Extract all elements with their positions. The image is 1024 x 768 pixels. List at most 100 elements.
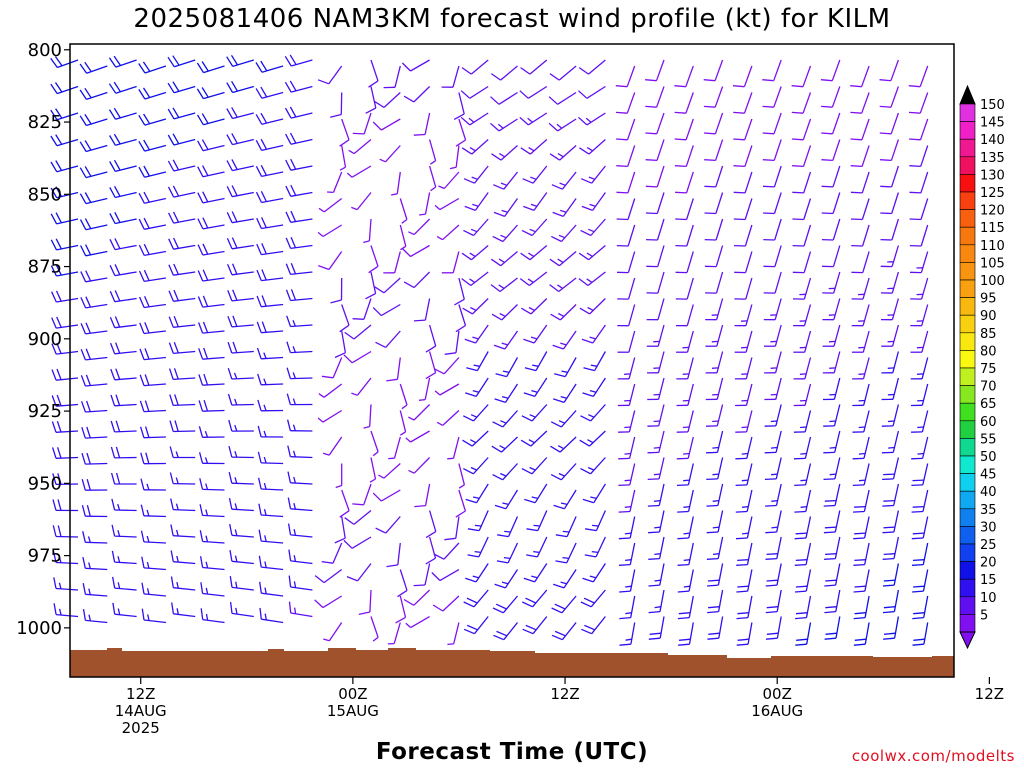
wind-barb: [170, 524, 196, 538]
wind-barb: [50, 56, 79, 69]
wind-barb: [229, 523, 254, 538]
wind-barb: [579, 139, 606, 155]
wind-barb: [619, 569, 636, 593]
wind-barb: [284, 54, 313, 67]
wind-barb: [883, 616, 900, 640]
wind-barb: [171, 602, 196, 618]
wind-barb: [460, 112, 489, 126]
wind-barb: [399, 383, 408, 410]
wind-barb: [138, 243, 167, 257]
wind-barb: [139, 348, 166, 361]
colorbar-label: 50: [980, 450, 997, 465]
wind-barb: [494, 383, 519, 404]
wind-barb: [226, 80, 254, 94]
wind-barb: [256, 295, 284, 308]
wind-barb: [287, 445, 313, 459]
wind-barb: [196, 61, 225, 74]
wind-barb: [372, 489, 401, 502]
wind-barb: [616, 145, 636, 168]
colorbar-label: 25: [980, 538, 997, 553]
wind-barb: [521, 218, 548, 237]
wind-barb: [79, 114, 108, 127]
x-tick-label: 2025: [122, 719, 160, 737]
wind-barb: [81, 505, 108, 518]
wind-barb: [794, 516, 812, 540]
wind-barb: [676, 436, 694, 460]
wind-barb: [197, 295, 225, 308]
wind-barb: [286, 341, 313, 354]
colorbar-swatch: [959, 226, 976, 246]
wind-barb: [80, 374, 108, 387]
wind-barb: [577, 112, 606, 126]
wind-barb: [674, 65, 694, 88]
wind-barb: [618, 489, 636, 513]
wind-barb: [167, 81, 196, 94]
wind-barb: [50, 108, 79, 121]
wind-barb: [646, 298, 665, 321]
wind-barb: [428, 165, 437, 192]
wind-barb: [226, 185, 254, 198]
y-axis: 800 825 850 875 900 925 950 975 1000: [16, 40, 70, 639]
wind-barb: [706, 430, 724, 454]
wind-barb: [428, 139, 437, 165]
wind-barb: [51, 290, 79, 303]
wind-barb: [648, 616, 665, 640]
wind-barb: [582, 563, 606, 583]
wind-barb: [822, 245, 841, 268]
wind-barb: [676, 463, 694, 487]
wind-barb: [458, 463, 466, 489]
colorbar-swatch: [959, 473, 976, 492]
colorbar-label: 125: [980, 186, 1005, 201]
wind-barb: [492, 463, 518, 481]
wind-barb: [880, 192, 900, 215]
wind-barb: [646, 245, 665, 268]
wind-barb: [227, 263, 254, 276]
wind-barb: [617, 330, 636, 353]
wind-barb: [645, 165, 665, 188]
wind-barb: [555, 516, 577, 538]
wind-barb: [734, 277, 753, 300]
wind-barb: [734, 330, 753, 353]
wind-barb: [491, 304, 518, 321]
wind-barb: [879, 86, 900, 108]
wind-barb: [493, 622, 519, 641]
wind-barb: [433, 542, 460, 560]
wind-barb: [675, 171, 694, 194]
wind-barb: [168, 315, 196, 328]
wind-barb: [821, 112, 841, 135]
wind-barb: [736, 569, 753, 593]
colorbar-label: 20: [980, 556, 997, 571]
wind-barb: [168, 341, 196, 355]
wind-barb: [490, 118, 518, 132]
wind-barb: [399, 410, 407, 436]
colorbar-label: 150: [980, 98, 1005, 113]
wind-barb: [110, 472, 137, 485]
wind-barb: [677, 595, 694, 620]
x-tick-label: 12Z: [550, 685, 579, 703]
wind-barb: [170, 498, 196, 512]
wind-barb: [555, 542, 577, 564]
wind-barb: [852, 463, 870, 487]
wind-barb: [703, 86, 724, 108]
wind-barb: [677, 516, 694, 540]
wind-barb: [82, 608, 108, 624]
wind-barb: [285, 263, 313, 276]
wind-barb: [490, 251, 518, 267]
wind-barb: [109, 290, 137, 303]
wind-barb: [792, 277, 812, 300]
wind-barb: [454, 277, 465, 306]
wind-barb: [379, 145, 401, 163]
wind-barb: [255, 138, 284, 152]
colorbar-swatch: [959, 332, 976, 351]
wind-barb: [704, 192, 724, 215]
wind-barb: [461, 139, 489, 155]
wind-barb: [909, 118, 929, 141]
wind-barb: [432, 595, 460, 612]
wind-barb: [580, 404, 606, 422]
wind-barb: [549, 251, 577, 267]
wind-barb: [645, 86, 665, 108]
wind-barb: [881, 351, 900, 374]
wind-barb: [51, 342, 79, 355]
wind-barb: [824, 563, 841, 587]
wind-barb: [138, 61, 167, 74]
